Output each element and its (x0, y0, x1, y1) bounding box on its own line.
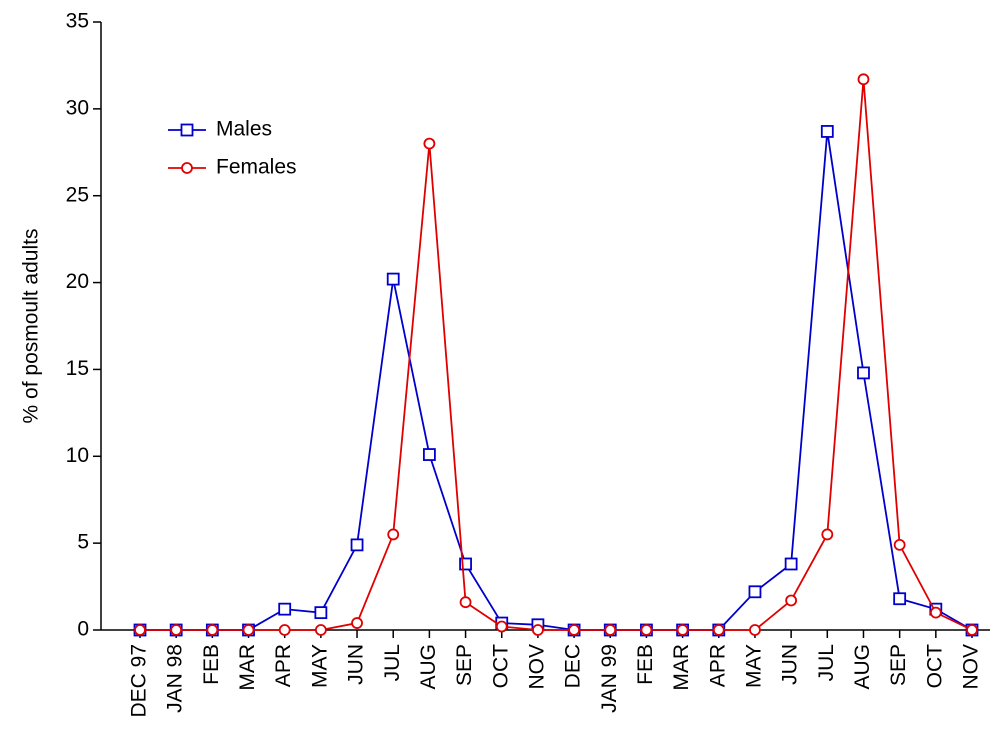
data-point (784, 557, 798, 571)
x-tick-label: SEP (887, 644, 910, 686)
data-point (387, 528, 400, 541)
legend-marker (180, 123, 194, 137)
data-point (459, 557, 472, 571)
series-line (140, 79, 973, 631)
data-point (459, 596, 472, 609)
y-tick-label: 20 (66, 270, 89, 293)
data-point (495, 620, 508, 633)
y-axis-label: % of posmoult adults (20, 229, 43, 424)
data-point (821, 528, 834, 541)
x-tick-label: MAY (308, 644, 331, 688)
x-tick-label: APR (272, 644, 295, 687)
x-tick-label: DEC (562, 644, 585, 688)
x-tick-label: OCT (923, 644, 946, 689)
data-point (170, 624, 183, 636)
data-point (206, 624, 219, 636)
x-tick-label: MAR (670, 644, 693, 691)
data-point (676, 624, 689, 636)
x-tick-label: SEP (453, 644, 476, 686)
data-point (857, 73, 870, 86)
x-tick-label: DEC 97 (128, 644, 151, 718)
legend-label: Females (216, 156, 297, 179)
y-tick-label: 35 (66, 10, 89, 33)
legend-label: Males (216, 118, 272, 141)
y-tick-label: 15 (66, 357, 89, 380)
data-point (314, 606, 328, 620)
legend-marker (181, 162, 193, 174)
x-tick-label: JAN 99 (598, 644, 621, 713)
data-point (422, 448, 436, 461)
x-tick-label: JUL (815, 644, 838, 681)
x-tick-label: APR (706, 644, 729, 687)
x-tick-label: NOV (960, 644, 983, 690)
y-tick-label: 10 (66, 444, 89, 467)
data-point (278, 624, 291, 636)
y-tick-label: 0 (77, 618, 89, 641)
x-tick-label: MAR (236, 644, 259, 691)
x-tick-label: JAN 98 (164, 644, 187, 713)
data-point (242, 624, 255, 636)
data-point (820, 125, 834, 138)
data-point (640, 624, 653, 636)
x-tick-label: FEB (200, 644, 223, 685)
data-point (929, 606, 942, 619)
data-point (386, 272, 400, 286)
series-line (140, 131, 973, 631)
y-tick-label: 30 (66, 96, 89, 119)
data-point (278, 602, 292, 616)
data-point (785, 594, 798, 607)
data-point (748, 585, 762, 599)
data-point (350, 538, 364, 552)
data-point (532, 624, 544, 636)
x-tick-label: OCT (489, 644, 512, 689)
data-point (893, 538, 906, 551)
x-tick-label: AUG (417, 644, 440, 690)
x-tick-label: JUL (381, 644, 404, 681)
y-tick-label: 5 (77, 531, 89, 554)
data-point (568, 624, 580, 636)
x-tick-label: AUG (851, 644, 874, 690)
x-tick-label: JUN (779, 644, 802, 685)
x-tick-label: FEB (634, 644, 657, 685)
data-point (712, 624, 725, 636)
data-point (857, 366, 870, 380)
data-point (966, 624, 978, 636)
data-point (893, 592, 907, 606)
x-tick-label: NOV (525, 644, 548, 690)
data-point (134, 624, 146, 636)
data-point (423, 137, 436, 150)
data-point (749, 624, 761, 636)
data-point (604, 624, 617, 636)
data-point (314, 624, 327, 636)
y-tick-label: 25 (66, 183, 89, 206)
x-tick-label: MAY (743, 644, 766, 688)
data-point (351, 617, 363, 629)
x-tick-label: JUN (345, 644, 368, 685)
